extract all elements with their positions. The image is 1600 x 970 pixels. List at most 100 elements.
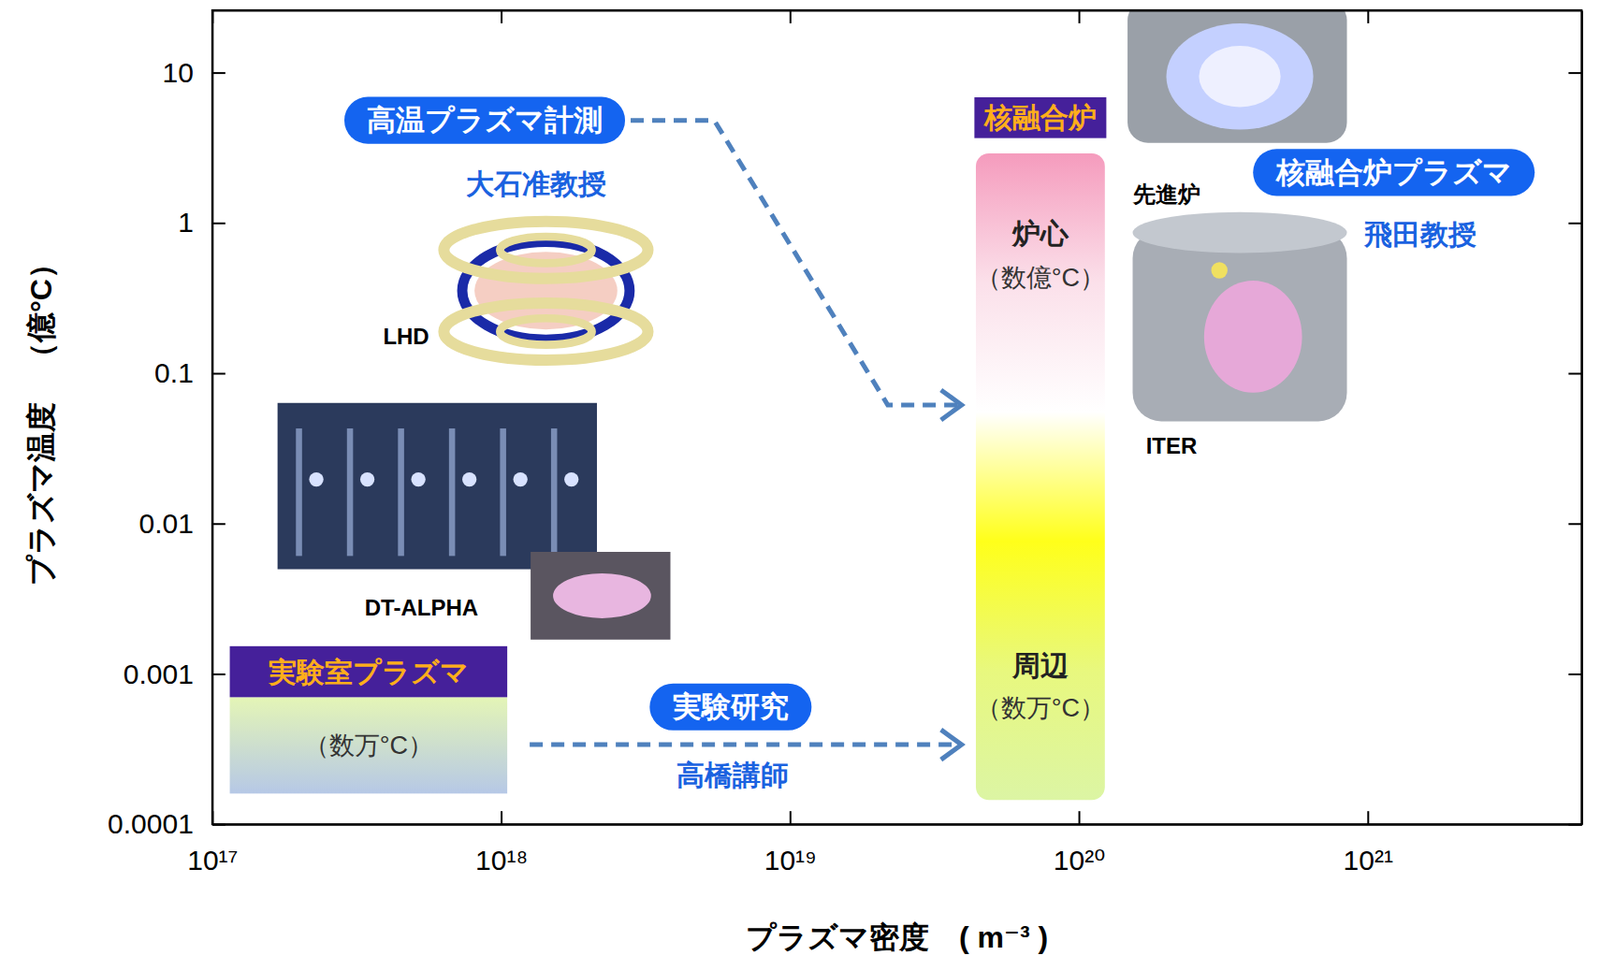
dt-alpha-port xyxy=(308,472,323,487)
tick-mark xyxy=(1078,811,1081,825)
tick-mark xyxy=(500,811,503,825)
annotation-pill-text: 核融合炉プラズマ xyxy=(1275,156,1513,190)
annotation-person: 高橋講師 xyxy=(676,759,789,791)
dt-alpha-frame xyxy=(551,428,558,556)
tick-label: 0.0001 xyxy=(107,808,194,840)
tick: 10¹⁸ xyxy=(475,811,528,876)
axis-line xyxy=(1581,10,1584,825)
axis-line xyxy=(212,824,1583,827)
dt-alpha-frame xyxy=(295,428,303,556)
tick xyxy=(501,10,503,24)
tick: 0.0001 xyxy=(107,808,226,840)
tick-mark xyxy=(212,673,226,676)
tick-label: 10²¹ xyxy=(1343,844,1394,876)
arrows xyxy=(529,120,962,760)
tick xyxy=(1568,72,1582,74)
tick-mark xyxy=(1568,824,1582,827)
region xyxy=(230,697,509,794)
axis-line xyxy=(212,9,1583,12)
lhd-inner-ring xyxy=(499,318,592,345)
tick-label: 10¹⁸ xyxy=(475,844,528,876)
tick-mark xyxy=(1568,222,1582,225)
arrow-line xyxy=(630,120,962,406)
lhd-coil-ring xyxy=(443,303,648,361)
device-illustrations xyxy=(277,10,1348,640)
tick: 0.01 xyxy=(138,508,225,539)
device-label: 先進炉 xyxy=(1132,181,1201,207)
tick: 10²¹ xyxy=(1343,811,1394,876)
dt-alpha-port xyxy=(513,472,528,487)
tick xyxy=(1568,523,1582,525)
chart-svg: 10¹⁷10¹⁸10¹⁹10²⁰10²¹0.00010.0010.010.111… xyxy=(0,0,1600,970)
tick-mark xyxy=(212,222,226,225)
annotation-pill-text: 実験研究 xyxy=(671,690,789,724)
background xyxy=(0,0,1600,970)
tick-mark xyxy=(500,10,503,24)
tick-mark xyxy=(1367,10,1369,24)
iter-plasma xyxy=(1204,280,1303,393)
dt-alpha-frame xyxy=(499,428,507,556)
dt-alpha-port xyxy=(410,472,425,487)
tick-label: 10¹⁷ xyxy=(187,844,238,876)
region xyxy=(975,153,1106,800)
dt-alpha-window xyxy=(530,552,670,640)
dt-alpha-port xyxy=(564,472,579,487)
dt-alpha-illustration xyxy=(277,403,671,640)
zone-note: （数万°C） xyxy=(975,694,1106,723)
annotation-pill-box xyxy=(344,97,626,145)
tick: 0.1 xyxy=(154,357,226,389)
tick xyxy=(1568,222,1582,224)
plot-frame xyxy=(212,10,1583,825)
advanced-reactor-core xyxy=(1198,45,1280,107)
tick-label: 0.01 xyxy=(138,508,193,539)
dt-alpha-device xyxy=(277,403,597,570)
tick-mark xyxy=(789,10,792,24)
annotation-person: 大石准教授 xyxy=(465,168,607,200)
tick xyxy=(1367,10,1369,24)
advanced-reactor-plasma xyxy=(1166,23,1314,130)
annotation-pill-text: 高温プラズマ計測 xyxy=(366,103,603,137)
region-title-text: 核融合炉 xyxy=(983,101,1097,133)
annotation-pill: 実験研究 xyxy=(649,683,812,731)
annotation-pill: 核融合炉プラズマ xyxy=(1252,148,1535,196)
y-axis-right xyxy=(1568,10,1583,825)
x-axis-title: プラズマ密度 ( m⁻³ ) xyxy=(745,920,1048,955)
lhd-inner-ring xyxy=(499,236,592,263)
regions xyxy=(230,153,1106,800)
tick-mark xyxy=(212,824,226,827)
device-label: ITER xyxy=(1146,433,1198,459)
tick xyxy=(1568,373,1582,375)
x-axis: 10¹⁷ 10¹⁸ 10¹⁹ 10²⁰ 10²¹ xyxy=(187,811,1583,876)
tick: 10¹⁹ xyxy=(764,811,817,876)
tick-mark xyxy=(212,373,226,376)
dt-alpha-port xyxy=(360,472,375,487)
lhd-helical-coil xyxy=(462,241,630,340)
device-label: LHD xyxy=(382,323,429,350)
zone-note: （数億°C） xyxy=(975,263,1106,292)
iter-illustration xyxy=(1133,212,1348,422)
tick-mark xyxy=(212,523,226,525)
advanced-reactor-body xyxy=(1127,10,1347,144)
arrow-head xyxy=(941,729,962,760)
tick-mark xyxy=(1367,811,1369,825)
annotation-person: 飛田教授 xyxy=(1363,218,1477,250)
region-title-box xyxy=(974,97,1106,139)
axis-line xyxy=(211,10,214,825)
region-note: （数万°C） xyxy=(304,731,434,760)
tick: 1 xyxy=(177,206,226,238)
region-title-box xyxy=(230,646,509,699)
tick: 10 xyxy=(161,57,225,88)
region-title: 核融合炉 xyxy=(974,97,1106,139)
tick-label: 0.1 xyxy=(154,357,194,389)
annotation-pill-box xyxy=(649,683,812,731)
tick-label: 10²⁰ xyxy=(1053,844,1106,876)
dt-alpha-plasma xyxy=(552,573,652,619)
tick-mark xyxy=(1568,72,1582,74)
labels: 実験室プラズマ（数万°C）核融合炉炉心（数億°C）周辺（数万°C）高温プラズマ計… xyxy=(230,97,1536,792)
arrow-head xyxy=(941,390,962,421)
tick: 10²⁰ xyxy=(1053,811,1106,876)
tick-mark xyxy=(212,72,226,74)
tick-mark xyxy=(1568,523,1582,525)
dt-alpha-frame xyxy=(449,428,456,556)
tick-mark xyxy=(789,811,792,825)
